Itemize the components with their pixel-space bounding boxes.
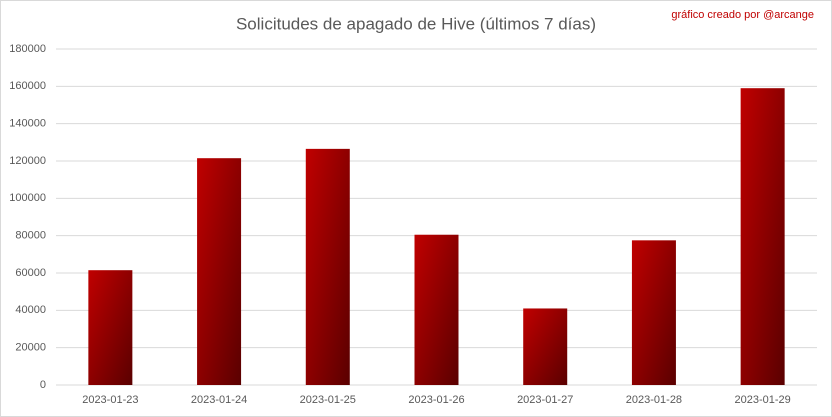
y-tick-label: 80000 — [15, 230, 46, 242]
y-tick-label: 180000 — [9, 43, 46, 55]
bar — [197, 158, 242, 385]
y-tick-label: 100000 — [9, 192, 46, 204]
x-tick-label: 2023-01-24 — [191, 394, 247, 406]
y-tick-label: 60000 — [15, 267, 46, 279]
y-tick-label: 20000 — [15, 342, 46, 354]
bar — [305, 148, 350, 385]
y-tick-label: 140000 — [9, 118, 46, 130]
x-tick-label: 2023-01-28 — [626, 394, 682, 406]
x-tick-label: 2023-01-23 — [82, 394, 138, 406]
y-tick-label: 120000 — [9, 155, 46, 167]
x-tick-label: 2023-01-26 — [408, 394, 464, 406]
bar — [631, 240, 676, 385]
bar — [740, 88, 785, 385]
x-tick-label: 2023-01-29 — [735, 394, 791, 406]
y-tick-label: 40000 — [15, 304, 46, 316]
y-tick-label: 160000 — [9, 80, 46, 92]
x-tick-label: 2023-01-27 — [517, 394, 573, 406]
y-tick-label: 0 — [40, 379, 46, 391]
x-tick-label: 2023-01-25 — [300, 394, 356, 406]
annotation: gráfico creado por @arcange — [671, 9, 814, 21]
bar — [523, 308, 568, 385]
bar — [414, 234, 459, 385]
chart-title: Solicitudes de apagado de Hive (últimos … — [236, 14, 596, 33]
bar — [88, 270, 133, 385]
